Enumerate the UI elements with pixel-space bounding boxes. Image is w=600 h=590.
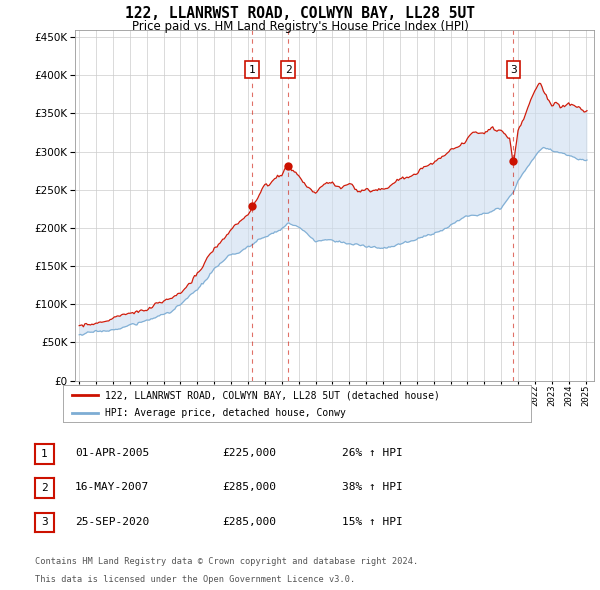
Text: £285,000: £285,000 bbox=[222, 517, 276, 526]
Text: Contains HM Land Registry data © Crown copyright and database right 2024.: Contains HM Land Registry data © Crown c… bbox=[35, 558, 418, 566]
Text: 26% ↑ HPI: 26% ↑ HPI bbox=[342, 448, 403, 458]
Text: 3: 3 bbox=[510, 65, 517, 75]
Text: £285,000: £285,000 bbox=[222, 483, 276, 492]
Text: This data is licensed under the Open Government Licence v3.0.: This data is licensed under the Open Gov… bbox=[35, 575, 355, 584]
Text: 122, LLANRWST ROAD, COLWYN BAY, LL28 5UT: 122, LLANRWST ROAD, COLWYN BAY, LL28 5UT bbox=[125, 6, 475, 21]
Text: 25-SEP-2020: 25-SEP-2020 bbox=[75, 517, 149, 526]
Text: 122, LLANRWST ROAD, COLWYN BAY, LL28 5UT (detached house): 122, LLANRWST ROAD, COLWYN BAY, LL28 5UT… bbox=[105, 390, 440, 400]
Text: HPI: Average price, detached house, Conwy: HPI: Average price, detached house, Conw… bbox=[105, 408, 346, 418]
Text: 1: 1 bbox=[41, 449, 48, 459]
Text: 01-APR-2005: 01-APR-2005 bbox=[75, 448, 149, 458]
Text: 16-MAY-2007: 16-MAY-2007 bbox=[75, 483, 149, 492]
Text: 2: 2 bbox=[285, 65, 292, 75]
Text: 38% ↑ HPI: 38% ↑ HPI bbox=[342, 483, 403, 492]
Text: 2: 2 bbox=[41, 483, 48, 493]
Text: 15% ↑ HPI: 15% ↑ HPI bbox=[342, 517, 403, 526]
Text: £225,000: £225,000 bbox=[222, 448, 276, 458]
Text: Price paid vs. HM Land Registry's House Price Index (HPI): Price paid vs. HM Land Registry's House … bbox=[131, 20, 469, 33]
Text: 1: 1 bbox=[249, 65, 256, 75]
Text: 3: 3 bbox=[41, 517, 48, 527]
